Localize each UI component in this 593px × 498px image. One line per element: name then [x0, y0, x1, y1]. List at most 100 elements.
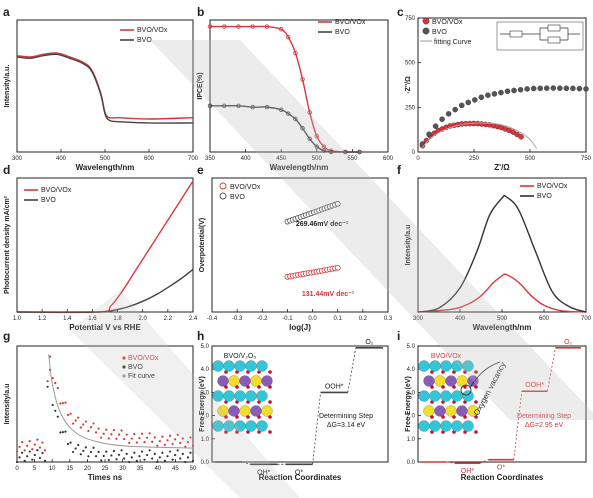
data-point-g-1: [158, 456, 161, 459]
atom-h: [228, 405, 240, 417]
plot-frame-i: [417, 345, 587, 463]
x-axis-label-b: Wavelength/nm: [270, 163, 329, 172]
data-point-g-0: [69, 412, 72, 415]
data-point-g-0: [89, 426, 93, 429]
state-label-h: O₂: [365, 339, 373, 346]
data-point-g-1: [181, 452, 184, 455]
atom-i: [429, 420, 441, 432]
data-point-g-0: [158, 440, 161, 443]
x-tick-label-f: 600: [539, 316, 550, 322]
legend-label-a: BVO: [137, 37, 152, 44]
x-tick-label-g: 25: [102, 466, 109, 472]
data-point-c: [563, 85, 570, 92]
data-point-b: [300, 126, 305, 131]
data-point-g-0: [23, 449, 26, 452]
data-point-g-0: [66, 413, 70, 417]
x-tick-label-f: 300: [413, 316, 424, 322]
data-point-g-0: [186, 441, 189, 444]
data-point-b: [343, 149, 348, 155]
legend-label-f: BVO/VOx: [537, 183, 568, 190]
data-point-g-1: [102, 454, 105, 458]
data-point-g-0: [38, 446, 42, 449]
x-tick-label-b: 500: [312, 156, 323, 162]
atom-h: [245, 360, 257, 372]
data-point-c: [570, 85, 576, 92]
plot-frame-h: [211, 345, 389, 463]
atom-i: [423, 405, 435, 417]
legend-label-g: BVO/VOx: [128, 355, 159, 362]
oxygen-atom-h: [235, 415, 239, 419]
energy-connector-i: [446, 461, 455, 464]
data-point-g-1: [148, 449, 151, 452]
vacancy-arrow: [469, 361, 501, 389]
atom-i: [456, 405, 468, 417]
data-point-g-1: [26, 455, 29, 458]
legend-label-f: BVO: [537, 193, 552, 200]
atom-i: [440, 360, 452, 372]
series-line-f-1: [417, 194, 587, 313]
atom-h: [223, 360, 235, 372]
legend-label-d: BVO/VOx: [41, 187, 72, 194]
data-point-b: [264, 24, 270, 29]
data-point-g-0: [28, 440, 31, 443]
tafel-slope-bvo: 269.46mV dec⁻¹: [296, 221, 349, 228]
legend-label-g: Fit curve: [128, 373, 155, 380]
data-point-g-1: [110, 454, 113, 457]
atom-h: [212, 420, 224, 432]
atom-i: [429, 360, 441, 372]
y-tick-label-i: 0.0: [407, 460, 416, 466]
panel-label-f: f: [397, 163, 402, 177]
data-point-g-0: [102, 432, 105, 435]
oxygen-atom-h: [224, 385, 228, 389]
x-tick-label-d: 2.4: [189, 316, 198, 322]
atom-i: [418, 420, 430, 432]
data-point-c: [478, 94, 485, 101]
atom-i: [451, 360, 463, 372]
y-tick-label-i: 4.0: [407, 367, 416, 373]
legend-marker-c: [422, 27, 430, 35]
data-point-g-1: [133, 451, 136, 454]
data-point-g-1: [123, 457, 126, 460]
data-point-c: [511, 87, 517, 94]
data-point-g-0: [181, 437, 184, 440]
data-point-b: [279, 27, 284, 32]
data-point-g-1: [72, 450, 75, 454]
legend-label-c: BVO: [432, 29, 447, 36]
data-point-g-0: [33, 443, 36, 446]
x-tick-label-c: 250: [469, 156, 480, 162]
legend-marker-c: [422, 17, 430, 25]
data-point-e-0: [334, 264, 341, 271]
x-tick-label-d: 2.2: [164, 316, 173, 322]
atom-i: [462, 360, 474, 372]
atom-h: [223, 390, 235, 402]
data-point-b: [300, 77, 305, 82]
atom-h: [250, 375, 262, 387]
oxygen-atom-h: [257, 415, 261, 419]
data-point-g-0: [43, 449, 47, 452]
data-point-g-0: [110, 433, 113, 436]
x-tick-label-g: 15: [66, 466, 73, 472]
y-axis-label-c: -Z''/Ω: [405, 76, 412, 94]
data-point-b: [314, 144, 319, 149]
data-point-g-0: [148, 432, 151, 435]
data-point-g-1: [54, 409, 57, 412]
data-point-g-1: [89, 450, 93, 454]
x-tick-label-b: 600: [383, 156, 394, 162]
energy-connector-i: [513, 391, 523, 460]
data-point-b: [207, 103, 213, 108]
x-tick-label-g: 5: [33, 466, 37, 472]
state-label-i: OH*: [461, 468, 475, 475]
atom-h: [245, 390, 257, 402]
oxygen-atom-i: [452, 415, 456, 419]
data-point-g-1: [33, 453, 36, 457]
atom-i: [467, 405, 479, 417]
atom-h: [234, 390, 246, 402]
data-point-b: [222, 103, 227, 108]
x-tick-label-b: 350: [205, 156, 216, 162]
oxygen-atom-i: [441, 385, 445, 389]
data-point-g-1: [174, 453, 177, 457]
x-tick-label-d: 1.2: [38, 316, 47, 322]
atom-h: [261, 375, 273, 387]
data-point-g-0: [94, 431, 98, 434]
data-point-g-1: [21, 451, 24, 454]
